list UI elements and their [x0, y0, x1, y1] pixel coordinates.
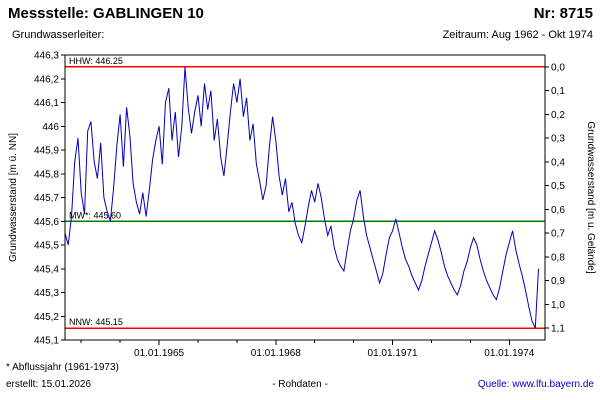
rohdaten-label: - Rohdaten - — [272, 379, 328, 390]
svg-text:445,3: 445,3 — [34, 288, 59, 299]
svg-text:445,9: 445,9 — [34, 146, 59, 157]
svg-text:0,2: 0,2 — [551, 110, 565, 121]
svg-text:01.01.1968: 01.01.1968 — [251, 348, 301, 359]
svg-text:0,7: 0,7 — [551, 229, 565, 240]
page-title: Messstelle: GABLINGEN 10 — [8, 5, 204, 22]
svg-text:445,2: 445,2 — [34, 312, 59, 323]
source-label: Quelle: — [477, 379, 510, 390]
svg-text:445,4: 445,4 — [34, 264, 59, 275]
groundwater-series-line — [64, 66, 539, 329]
svg-text:446,1: 446,1 — [34, 98, 59, 109]
svg-text:445,8: 445,8 — [34, 169, 59, 180]
right-axis-title: Grundwasserstand [m u. Gelände] — [585, 121, 596, 274]
svg-text:445,5: 445,5 — [34, 241, 59, 252]
svg-text:445,1: 445,1 — [34, 336, 59, 347]
svg-text:0,0: 0,0 — [551, 62, 565, 73]
svg-text:445,6: 445,6 — [34, 217, 59, 228]
plot-area — [65, 55, 545, 340]
svg-text:0,5: 0,5 — [551, 181, 565, 192]
x-axis-ticks: 01.01.1965 01.01.1968 01.01.1971 01.01.1974 — [80, 340, 535, 359]
svg-text:HHW: 446.25: HHW: 446.25 — [69, 56, 123, 66]
svg-text:0,3: 0,3 — [551, 134, 565, 145]
svg-text:0,1: 0,1 — [551, 86, 565, 97]
svg-text:MW*: 445.60: MW*: 445.60 — [69, 210, 121, 220]
svg-text:446,3: 446,3 — [34, 51, 59, 62]
svg-text:0,6: 0,6 — [551, 205, 565, 216]
svg-text:446: 446 — [42, 122, 59, 133]
period-label: Zeitraum: Aug 1962 - Okt 1974 — [442, 29, 593, 41]
station-number: Nr: 8715 — [533, 5, 593, 22]
svg-text:0,4: 0,4 — [551, 157, 565, 168]
left-axis-title: Grundwasserstand [m ü. NN] — [8, 133, 19, 262]
svg-text:01.01.1974: 01.01.1974 — [484, 348, 534, 359]
svg-text:01.01.1971: 01.01.1971 — [368, 348, 418, 359]
right-axis-ticks: 0,0 0,1 0,2 0,3 0,4 0,5 0,6 0,7 0,8 0,9 1,0 1,1 — [545, 62, 565, 335]
reference-line-labels: HHW: 446.25 MW*: 445.60 NNW: 445.15 — [69, 56, 123, 327]
svg-text:445,7: 445,7 — [34, 193, 59, 204]
svg-text:0,9: 0,9 — [551, 276, 565, 287]
reference-lines — [65, 66, 545, 329]
svg-text:01.01.1965: 01.01.1965 — [134, 348, 184, 359]
footnote-abflussjahr: * Abflussjahr (1961-1973) — [6, 362, 119, 373]
created-date: erstellt: 15.01.2026 — [6, 379, 92, 390]
svg-text:446,2: 446,2 — [34, 74, 59, 85]
svg-text:NNW: 445.15: NNW: 445.15 — [69, 317, 123, 327]
left-axis-ticks: 446,3 446,2 446,1 446 445,9 445,8 445,7 445,6 44… — [34, 51, 65, 347]
svg-text:1,1: 1,1 — [551, 324, 565, 335]
svg-text:1,0: 1,0 — [551, 300, 565, 311]
source-link[interactable]: www.lfu.bayern.de — [512, 379, 594, 390]
svg-text:0,8: 0,8 — [551, 252, 565, 263]
aquifer-label: Grundwasserleiter: — [12, 29, 105, 41]
